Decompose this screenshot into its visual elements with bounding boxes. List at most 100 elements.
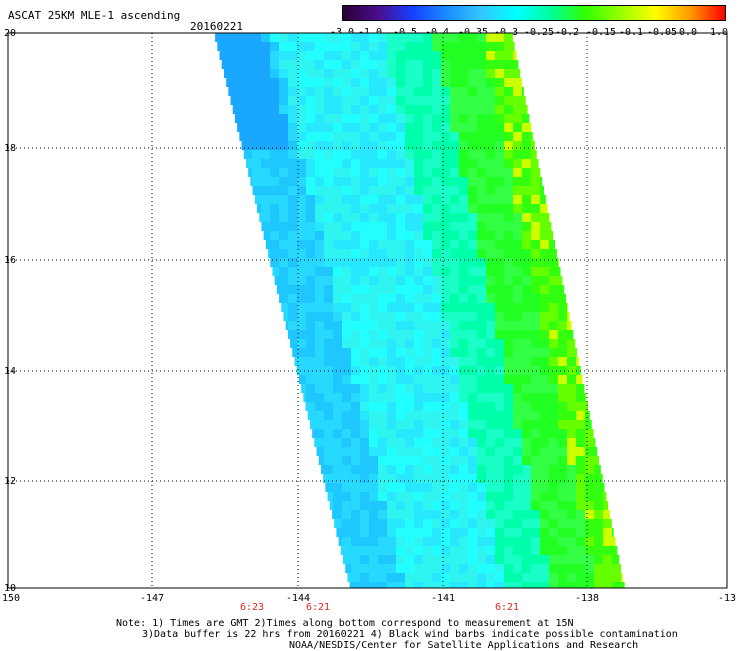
swath-cell [396,249,405,258]
swath-cell [324,375,333,384]
swath-cell [540,411,549,420]
swath-cell [342,303,351,312]
swath-cell [217,42,225,51]
swath-cell [360,285,369,294]
swath-cell [312,429,315,438]
swath-cell [369,528,378,537]
swath-cell [333,69,342,78]
swath-cell [441,123,450,132]
swath-cell [396,312,405,321]
swath-cell [387,519,396,528]
swath-cell [567,546,576,555]
swath-cell [423,582,432,588]
swath-cell [351,375,360,384]
swath-cell [351,483,360,492]
swath-cell [522,510,531,519]
swath-cell [495,483,504,492]
swath-cell [495,429,504,438]
swath-cell [360,411,369,420]
swath-cell [531,168,540,177]
swath-cell [450,150,459,159]
swath-cell [513,339,522,348]
swath-cell [351,42,360,51]
swath-cell [405,51,414,60]
swath-cell [459,330,468,339]
swath-cell [432,384,441,393]
swath-cell [342,474,351,483]
swath-cell [414,78,423,87]
swath-cell [405,357,414,366]
swath-cell [450,159,459,168]
swath-cell [378,456,387,465]
swath-cell [414,582,423,588]
swath-cell [495,177,504,186]
swath-cell [387,456,396,465]
swath-cell [441,573,450,582]
swath-cell [558,411,567,420]
swath-cell [405,465,414,474]
swath-cell [513,528,522,537]
swath-cell [306,240,315,249]
swath-cell [297,267,306,276]
swath-cell [558,582,567,588]
swath-cell [396,267,405,276]
swath-cell [450,321,459,330]
swath-cell [339,537,342,546]
swath-cell [522,357,531,366]
swath-cell [504,384,513,393]
swath-cell [360,312,369,321]
swath-cell [315,186,324,195]
swath-cell [297,123,306,132]
swath-cell [315,78,324,87]
swath-cell [486,87,495,96]
swath-cell [351,276,360,285]
swath-cell [423,258,432,267]
swath-cell [315,420,324,429]
swath-cell [387,222,396,231]
swath-cell [423,294,432,303]
swath-cell [495,546,504,555]
swath-cell [342,186,351,195]
swath-cell [246,159,252,168]
swath-cell [513,276,522,285]
swath-cell [396,159,405,168]
swath-cell [405,330,414,339]
swath-cell [279,78,288,87]
swath-cell [504,447,513,456]
swath-cell [495,456,504,465]
swath-cell [351,204,360,213]
swath-cell [306,186,315,195]
swath-cell [441,213,450,222]
swath-cell [315,150,324,159]
swath-cell [468,429,477,438]
swath-cell [378,510,387,519]
swath-cell [504,456,513,465]
swath-cell [234,60,243,69]
swath-cell [450,132,459,141]
swath-cell [513,105,522,114]
swath-cell [315,114,324,123]
swath-cell [522,150,531,159]
swath-cell [332,510,333,519]
swath-cell [387,69,396,78]
swath-cell [342,420,351,429]
swath-cell [504,159,513,168]
swath-cell [405,348,414,357]
swath-cell [315,312,324,321]
swath-cell [432,249,441,258]
swath-cell [468,492,477,501]
swath-cell [396,438,405,447]
swath-cell [396,339,405,348]
swath-cell [513,258,522,267]
swath-cell [272,267,279,276]
swath-cell [450,447,459,456]
swath-cell [495,465,504,474]
swath-cell [297,303,306,312]
swath-cell [567,582,576,588]
swath-cell [360,303,369,312]
longitude-label: -150 [0,593,20,604]
swath-cell [432,132,441,141]
swath-cell [459,105,468,114]
swath-cell [378,105,387,114]
swath-cell [360,186,369,195]
